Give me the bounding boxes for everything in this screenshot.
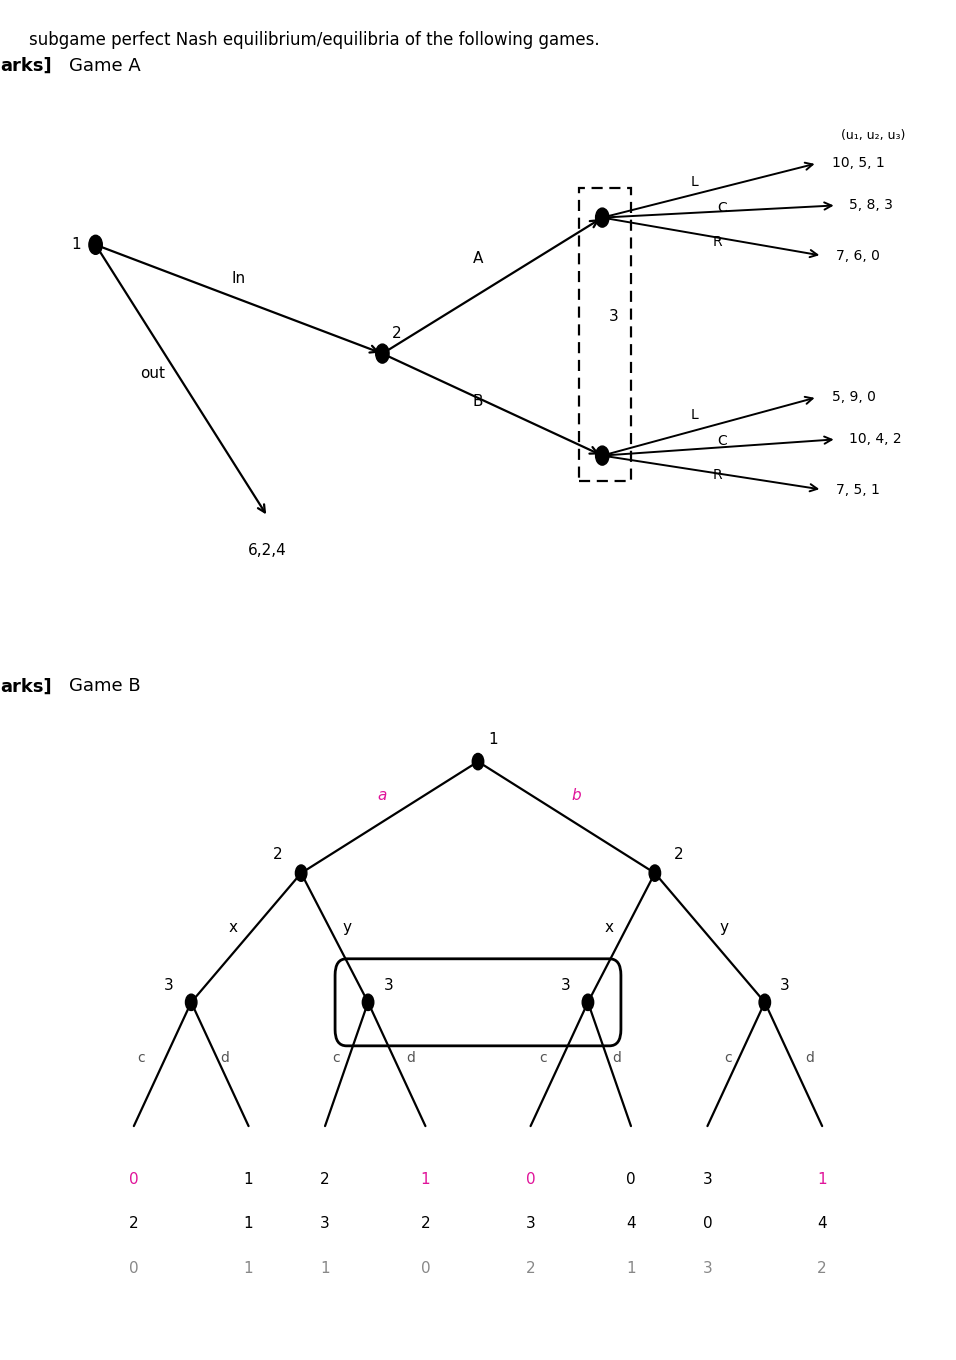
- Text: C: C: [717, 434, 727, 447]
- Text: c: c: [539, 1051, 547, 1065]
- Text: d: d: [612, 1051, 621, 1065]
- Text: 1: 1: [320, 1261, 330, 1277]
- Text: a: a: [378, 787, 387, 804]
- Text: 0: 0: [421, 1261, 430, 1277]
- Text: 0: 0: [129, 1261, 139, 1277]
- Text: 6,2,4: 6,2,4: [249, 543, 287, 559]
- Text: 3: 3: [609, 309, 619, 325]
- Circle shape: [362, 994, 374, 1010]
- Text: 2: 2: [421, 1216, 430, 1232]
- Circle shape: [295, 865, 307, 881]
- Text: 7, 6, 0: 7, 6, 0: [836, 249, 880, 262]
- Text: d: d: [406, 1051, 416, 1065]
- Text: out: out: [141, 366, 165, 382]
- Text: b: b: [572, 787, 581, 804]
- Circle shape: [596, 446, 609, 465]
- Text: x: x: [228, 919, 238, 936]
- Circle shape: [89, 235, 102, 254]
- Text: subgame perfect Nash equilibrium/equilibria of the following games.: subgame perfect Nash equilibrium/equilib…: [29, 31, 599, 49]
- Text: 0: 0: [703, 1216, 712, 1232]
- Text: 1: 1: [421, 1171, 430, 1187]
- Text: 2: 2: [320, 1171, 330, 1187]
- Text: x: x: [604, 919, 614, 936]
- Circle shape: [472, 753, 484, 770]
- Text: 1: 1: [489, 732, 498, 748]
- Text: 3: 3: [561, 978, 571, 994]
- Text: d: d: [220, 1051, 229, 1065]
- Text: d: d: [805, 1051, 815, 1065]
- Text: c: c: [138, 1051, 145, 1065]
- Text: 1: 1: [244, 1216, 253, 1232]
- Text: c: c: [725, 1051, 732, 1065]
- Text: L: L: [690, 175, 698, 189]
- Text: 3: 3: [164, 978, 174, 994]
- Circle shape: [759, 994, 771, 1010]
- Text: 10, 5, 1: 10, 5, 1: [832, 156, 884, 170]
- Text: 3: 3: [780, 978, 790, 994]
- Text: 2: 2: [526, 1261, 535, 1277]
- Text: B: B: [473, 393, 483, 409]
- Circle shape: [376, 344, 389, 363]
- Text: 7, 5, 1: 7, 5, 1: [836, 483, 880, 496]
- Text: 5, 9, 0: 5, 9, 0: [832, 390, 876, 404]
- Text: 3: 3: [320, 1216, 330, 1232]
- Text: Game A: Game A: [69, 57, 141, 75]
- Text: 2: 2: [129, 1216, 139, 1232]
- Text: L: L: [690, 408, 698, 422]
- Text: 0: 0: [626, 1171, 636, 1187]
- Text: arks]: arks]: [0, 677, 52, 695]
- Text: 0: 0: [129, 1171, 139, 1187]
- Circle shape: [596, 208, 609, 227]
- Text: 1: 1: [72, 237, 81, 253]
- Text: 1: 1: [244, 1261, 253, 1277]
- Text: 2: 2: [674, 846, 684, 862]
- Text: y: y: [342, 919, 352, 936]
- Text: 10, 4, 2: 10, 4, 2: [849, 432, 902, 446]
- Text: In: In: [232, 271, 246, 287]
- Circle shape: [649, 865, 661, 881]
- Text: arks]: arks]: [0, 57, 52, 75]
- Text: R: R: [712, 468, 722, 481]
- Circle shape: [582, 994, 594, 1010]
- Text: y: y: [719, 919, 728, 936]
- Text: (u₁, u₂, u₃): (u₁, u₂, u₃): [841, 129, 905, 143]
- Text: 2: 2: [272, 846, 282, 862]
- Text: 4: 4: [626, 1216, 636, 1232]
- Text: 4: 4: [817, 1216, 827, 1232]
- Text: R: R: [712, 235, 722, 249]
- Text: 3: 3: [703, 1171, 712, 1187]
- Text: 1: 1: [626, 1261, 636, 1277]
- Text: 2: 2: [392, 325, 402, 341]
- Text: Game B: Game B: [69, 677, 141, 695]
- Text: 0: 0: [526, 1171, 535, 1187]
- Text: 3: 3: [526, 1216, 535, 1232]
- Text: 3: 3: [383, 978, 393, 994]
- Text: 1: 1: [817, 1171, 827, 1187]
- Text: 5, 8, 3: 5, 8, 3: [849, 199, 893, 212]
- Text: 1: 1: [244, 1171, 253, 1187]
- Text: 2: 2: [817, 1261, 827, 1277]
- Text: C: C: [717, 201, 727, 215]
- Circle shape: [185, 994, 197, 1010]
- Text: A: A: [473, 250, 483, 267]
- Text: c: c: [333, 1051, 340, 1065]
- Text: 3: 3: [703, 1261, 712, 1277]
